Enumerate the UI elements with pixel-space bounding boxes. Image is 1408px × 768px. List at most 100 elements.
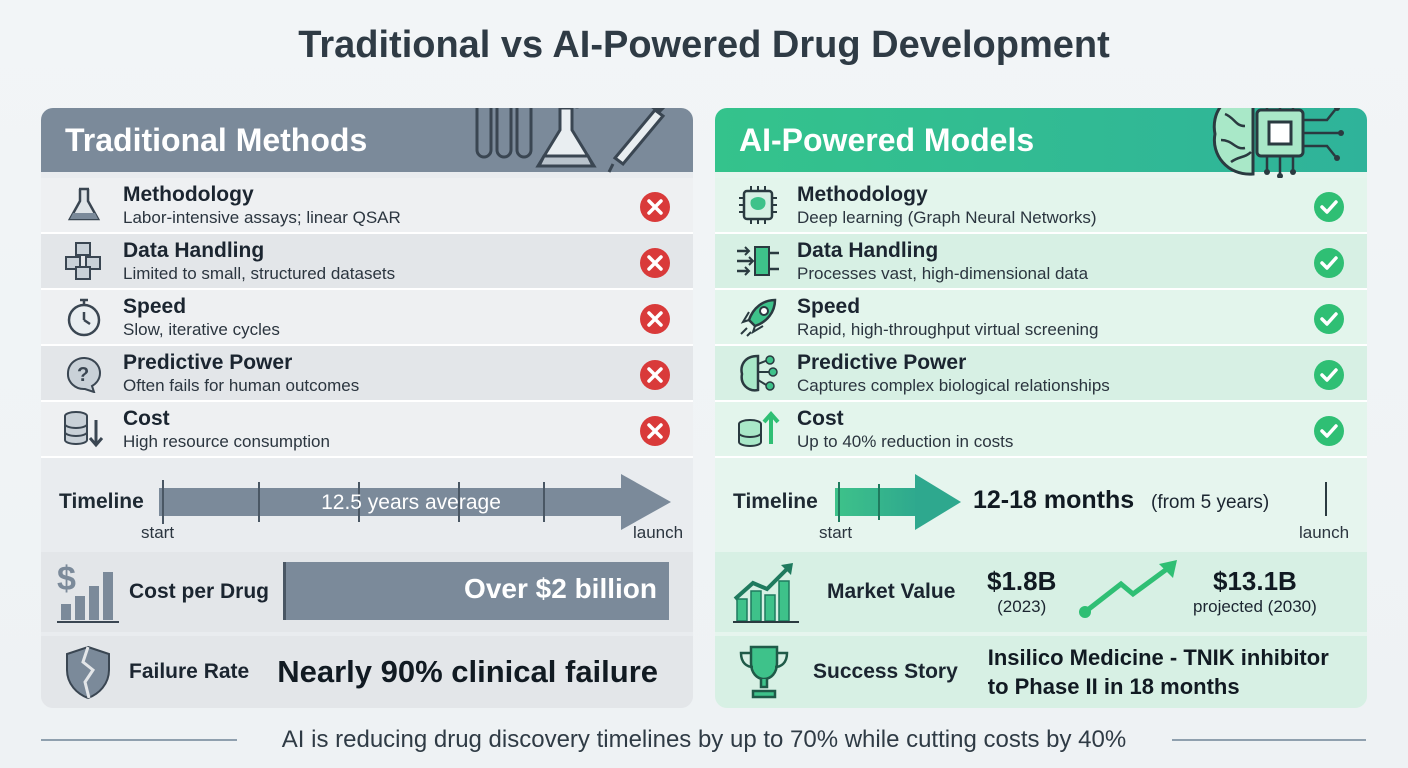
trophy-icon bbox=[739, 645, 789, 699]
timeline-start: start bbox=[819, 523, 853, 542]
ai-header: AI-Powered Models bbox=[715, 108, 1367, 179]
row-desc: High resource consumption bbox=[123, 431, 330, 451]
traditional-rows: Methodology Labor-intensive assays; line… bbox=[41, 178, 693, 458]
market-value-2023-amount: $1.8B bbox=[987, 566, 1057, 596]
chip-brain-icon bbox=[733, 182, 783, 228]
check-icon bbox=[1314, 416, 1344, 446]
traditional-row-data-handling: Data Handling Limited to small, structur… bbox=[41, 234, 693, 290]
svg-text:$: $ bbox=[57, 560, 76, 598]
timeline-arrow bbox=[835, 474, 961, 530]
row-title: Speed bbox=[123, 294, 187, 318]
page-title: Traditional vs AI-Powered Drug Developme… bbox=[298, 24, 1110, 66]
ai-row-data-handling: Data Handling Processes vast, high-dimen… bbox=[715, 234, 1367, 290]
traditional-timeline: Timeline 12.5 years average start launch bbox=[41, 468, 693, 548]
ai-row-predictive-power: Predictive Power Captures complex biolog… bbox=[715, 346, 1367, 402]
timeline-start: start bbox=[141, 523, 175, 542]
dollar-bars-icon: $ bbox=[57, 560, 119, 623]
ai-header-title: AI-Powered Models bbox=[739, 121, 1035, 158]
svg-text:?: ? bbox=[77, 364, 89, 386]
success-story-text: Insilico Medicine - TNIK inhibitor to Ph… bbox=[988, 643, 1329, 701]
row-title: Predictive Power bbox=[123, 350, 293, 374]
timeline-value: 12.5 years average bbox=[321, 491, 501, 514]
row-desc: Captures complex biological relationship… bbox=[797, 375, 1110, 395]
row-title: Data Handling bbox=[797, 238, 939, 262]
success-story-line1: Insilico Medicine - TNIK inhibitor bbox=[987, 645, 1329, 670]
timeline-note: (from 5 years) bbox=[1151, 492, 1270, 513]
market-value-row: Market Value $1.8B (2023) $13.1B project… bbox=[715, 552, 1367, 632]
traditional-row-speed: Speed Slow, iterative cycles bbox=[41, 290, 693, 346]
traditional-panel: Traditional Methods Methodology bbox=[41, 108, 693, 708]
timeline-label: Timeline bbox=[733, 490, 818, 513]
market-value-2023: $1.8B (2023) bbox=[987, 566, 1056, 617]
timeline-arrow: 12.5 years average bbox=[159, 474, 671, 530]
ai-rows: Methodology Deep learning (Graph Neural … bbox=[715, 178, 1367, 458]
success-story-line2: to Phase II in 18 months bbox=[987, 674, 1240, 699]
cross-icon bbox=[640, 304, 670, 334]
row-title: Data Handling bbox=[123, 238, 265, 262]
row-desc: Limited to small, structured datasets bbox=[123, 263, 396, 283]
cross-icon bbox=[640, 248, 670, 278]
timeline-label: Timeline bbox=[59, 490, 144, 513]
brain-chip-icon bbox=[1212, 108, 1344, 179]
row-title: Speed bbox=[797, 294, 861, 318]
row-desc: Deep learning (Graph Neural Networks) bbox=[797, 207, 1097, 227]
cost-per-drug-value: Over $2 billion bbox=[464, 573, 657, 604]
stopwatch-icon bbox=[59, 294, 109, 340]
traditional-header-title: Traditional Methods bbox=[65, 121, 368, 158]
ai-panel: AI-Powered Models Methodology Deep learn… bbox=[715, 108, 1367, 708]
row-desc: Labor-intensive assays; linear QSAR bbox=[123, 207, 401, 227]
row-title: Cost bbox=[797, 406, 844, 430]
cross-icon bbox=[640, 360, 670, 390]
launch-tick bbox=[1325, 482, 1327, 516]
cross-icon bbox=[640, 192, 670, 222]
row-desc: Slow, iterative cycles bbox=[123, 319, 280, 339]
neural-brain-icon bbox=[733, 350, 783, 396]
question-head-icon: ? bbox=[59, 350, 109, 396]
timeline-launch: launch bbox=[633, 523, 684, 542]
row-title: Methodology bbox=[123, 182, 254, 206]
traditional-row-predictive-power: ? Predictive Power Often fails for human… bbox=[41, 346, 693, 402]
ai-timeline: Timeline 12-18 months (from 5 years) sta… bbox=[715, 468, 1367, 548]
growth-arrow-icon bbox=[1079, 560, 1177, 618]
market-value-2030-year: projected (2030) bbox=[1193, 597, 1317, 616]
row-desc: Often fails for human outcomes bbox=[123, 375, 360, 395]
row-title: Methodology bbox=[797, 182, 928, 206]
failure-rate-value: Nearly 90% clinical failure bbox=[277, 654, 659, 689]
market-value-2023-year: (2023) bbox=[997, 597, 1047, 616]
broken-shield-icon bbox=[66, 645, 110, 700]
traditional-row-cost: Cost High resource consumption bbox=[41, 402, 693, 458]
traditional-header: Traditional Methods bbox=[41, 108, 693, 173]
footer-divider-left bbox=[41, 739, 237, 741]
ai-row-speed: Speed Rapid, high-throughput virtual scr… bbox=[715, 290, 1367, 346]
success-story-row: Success Story Insilico Medicine - TNIK i… bbox=[715, 636, 1367, 708]
rocket-icon bbox=[733, 294, 783, 340]
market-value-2030-amount: $13.1B bbox=[1212, 566, 1297, 596]
traditional-row-methodology: Methodology Labor-intensive assays; line… bbox=[41, 178, 693, 234]
footer-divider-right bbox=[1172, 739, 1366, 741]
failure-rate-label: Failure Rate bbox=[129, 660, 250, 683]
failure-rate-row: Failure Rate Nearly 90% clinical failure bbox=[41, 636, 693, 708]
row-title: Cost bbox=[123, 406, 170, 430]
coins-down-icon bbox=[59, 406, 109, 452]
growth-chart-icon bbox=[733, 563, 799, 623]
row-desc: Up to 40% reduction in costs bbox=[797, 431, 1014, 451]
flask-icon bbox=[59, 182, 109, 228]
ai-row-cost: Cost Up to 40% reduction in costs bbox=[715, 402, 1367, 458]
cost-bar: Over $2 billion bbox=[283, 562, 669, 620]
cross-icon bbox=[640, 416, 670, 446]
ai-row-methodology: Methodology Deep learning (Graph Neural … bbox=[715, 178, 1367, 234]
cost-per-drug-label: Cost per Drug bbox=[129, 580, 270, 603]
market-value-label: Market Value bbox=[827, 580, 956, 603]
check-icon bbox=[1314, 360, 1344, 390]
timeline-launch: launch bbox=[1299, 523, 1350, 542]
coins-up-icon bbox=[733, 406, 783, 452]
row-desc: Processes vast, high-dimensional data bbox=[797, 263, 1089, 283]
footer-summary: AI is reducing drug discovery timelines … bbox=[281, 726, 1127, 753]
success-story-label: Success Story bbox=[813, 660, 958, 683]
check-icon bbox=[1314, 304, 1344, 334]
lab-glassware-icon bbox=[475, 108, 666, 173]
row-title: Predictive Power bbox=[797, 350, 967, 374]
market-value-2030: $13.1B projected (2030) bbox=[1193, 566, 1317, 617]
row-desc: Rapid, high-throughput virtual screening bbox=[797, 319, 1099, 339]
cost-per-drug-row: $ Cost per Drug Over $2 billion bbox=[41, 552, 693, 632]
